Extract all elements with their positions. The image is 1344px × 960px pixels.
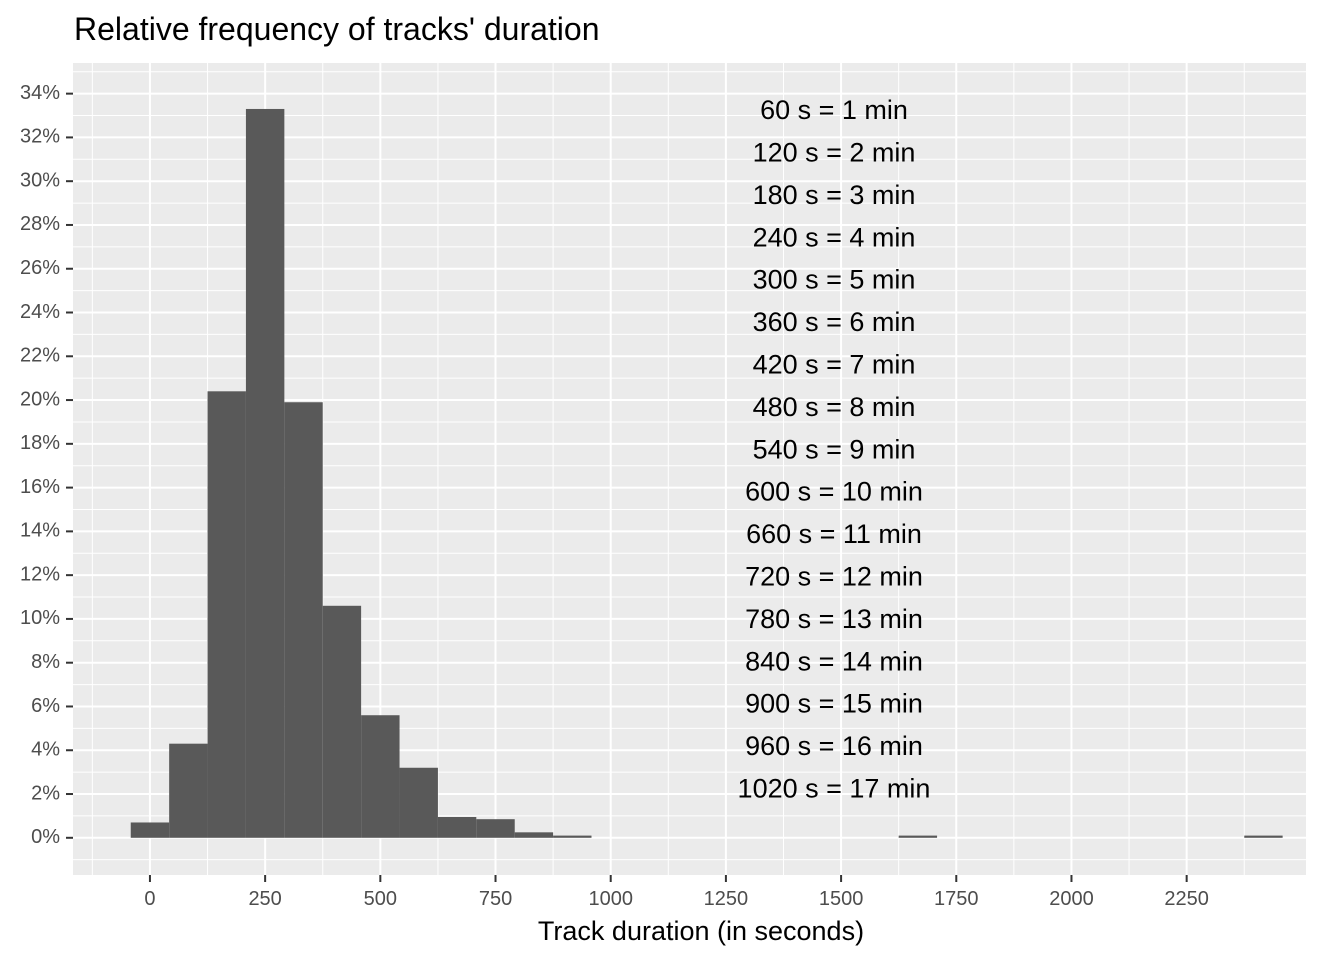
duration-annotation: 480 s = 8 min	[753, 392, 916, 422]
duration-annotation: 120 s = 2 min	[753, 138, 916, 168]
x-tick-label: 750	[479, 888, 512, 910]
y-tick-label: 6%	[31, 695, 60, 717]
duration-annotation: 60 s = 1 min	[760, 95, 908, 125]
histogram-bar	[284, 402, 323, 838]
x-tick-label: 1750	[934, 888, 979, 910]
histogram-bar	[169, 743, 208, 838]
duration-annotation: 540 s = 9 min	[753, 434, 916, 464]
y-tick-label: 18%	[20, 432, 60, 454]
duration-annotation: 780 s = 13 min	[745, 604, 923, 634]
histogram-bar	[437, 817, 477, 838]
duration-annotation: 660 s = 11 min	[746, 519, 922, 549]
y-tick-label: 30%	[20, 169, 60, 191]
duration-annotation: 180 s = 3 min	[753, 180, 916, 210]
histogram-bar	[1244, 835, 1283, 838]
x-tick-label: 0	[144, 888, 155, 910]
y-tick-label: 20%	[20, 388, 60, 410]
duration-annotation: 840 s = 14 min	[745, 646, 923, 676]
duration-annotation: 1020 s = 17 min	[738, 774, 931, 804]
x-tick-label: 1500	[819, 888, 864, 910]
histogram-bar	[245, 108, 285, 838]
y-tick-label: 0%	[31, 826, 60, 848]
chart-title: Relative frequency of tracks' duration	[74, 11, 599, 47]
y-tick-label: 26%	[20, 257, 60, 279]
duration-annotation: 720 s = 12 min	[745, 562, 923, 592]
x-axis: 0 250 500 750 1000 1250 1500 1750 2000 2250	[144, 875, 1209, 910]
histogram-bar	[514, 832, 554, 838]
duration-annotation: 360 s = 6 min	[753, 307, 916, 337]
y-tick-label: 22%	[20, 345, 60, 367]
y-tick-label: 2%	[31, 782, 60, 804]
histogram-bars	[130, 108, 1283, 838]
duration-annotation: 900 s = 15 min	[745, 689, 923, 719]
duration-annotation: 420 s = 7 min	[753, 350, 916, 380]
histogram-bar	[898, 835, 938, 838]
x-tick-label: 1000	[588, 888, 633, 910]
y-axis: 0% 2% 4% 6% 8% 10% 12% 14% 16% 18% 20% 22% 24% 26% 28%…	[20, 82, 73, 848]
histogram-bar	[207, 391, 246, 838]
x-tick-label: 2250	[1164, 888, 1209, 910]
y-tick-label: 4%	[31, 739, 60, 761]
duration-annotation: 960 s = 16 min	[745, 731, 923, 761]
duration-annotation: 600 s = 10 min	[745, 477, 923, 507]
x-tick-label: 250	[248, 888, 281, 910]
x-tick-label: 1250	[704, 888, 749, 910]
y-tick-label: 28%	[20, 213, 60, 235]
histogram-bar	[322, 605, 362, 838]
histogram-bar	[399, 767, 438, 838]
x-tick-label: 2000	[1049, 888, 1094, 910]
y-tick-label: 12%	[20, 563, 60, 585]
y-tick-label: 10%	[20, 607, 60, 629]
histogram-bar	[361, 715, 400, 838]
x-axis-title: Track duration (in seconds)	[538, 916, 864, 946]
duration-annotations: 60 s = 1 min 120 s = 2 min 180 s = 3 min 24…	[738, 95, 931, 803]
histogram-bar	[130, 822, 170, 838]
y-tick-label: 14%	[20, 520, 60, 542]
y-tick-label: 8%	[31, 651, 60, 673]
duration-annotation: 300 s = 5 min	[753, 265, 916, 295]
histogram-bar	[476, 819, 515, 838]
histogram-bar	[553, 835, 592, 838]
x-tick-label: 500	[364, 888, 397, 910]
minor-gridlines	[73, 63, 1306, 875]
y-tick-label: 24%	[20, 301, 60, 323]
y-tick-label: 34%	[20, 82, 60, 104]
y-tick-label: 32%	[20, 126, 60, 148]
duration-annotation: 240 s = 4 min	[753, 222, 916, 252]
y-tick-label: 16%	[20, 476, 60, 498]
